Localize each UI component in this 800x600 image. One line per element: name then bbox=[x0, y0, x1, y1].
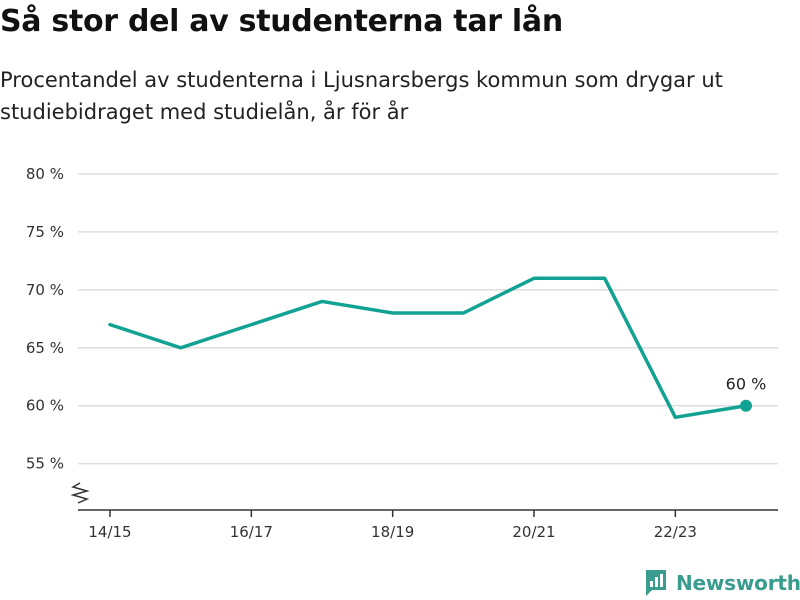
x-tick-label: 14/15 bbox=[88, 523, 131, 541]
y-tick-label: 60 % bbox=[26, 397, 64, 415]
brand-logo: Newsworthy bbox=[644, 568, 800, 598]
series bbox=[108, 276, 752, 420]
chart-title: Så stor del av studenterna tar lån bbox=[0, 4, 563, 39]
axis-break-zigzag bbox=[70, 482, 90, 504]
y-tick-label: 75 % bbox=[26, 223, 64, 241]
chart-subtitle: Procentandel av studenterna i Ljusnarsbe… bbox=[0, 68, 723, 124]
data-labels: 60 % bbox=[726, 375, 767, 394]
end-point-marker bbox=[740, 399, 752, 412]
series-line bbox=[108, 276, 748, 420]
y-tick-label: 65 % bbox=[26, 339, 64, 357]
newsworthy-logo-icon bbox=[646, 570, 666, 596]
x-tick-label: 20/21 bbox=[512, 523, 555, 541]
y-tick-label: 80 % bbox=[26, 165, 64, 183]
x-tick-label: 22/23 bbox=[654, 523, 697, 541]
x-tick-label: 18/19 bbox=[371, 523, 414, 541]
x-tick-label: 16/17 bbox=[230, 523, 273, 541]
x-axis: 14/15 16/17 18/19 20/21 22/23 bbox=[70, 482, 778, 541]
y-tick-label: 70 % bbox=[26, 281, 64, 299]
y-axis-labels: 55 % 60 % 65 % 70 % 75 % 80 % bbox=[26, 165, 64, 473]
end-value-label: 60 % bbox=[726, 375, 767, 394]
brand-name: Newsworthy bbox=[676, 571, 800, 595]
y-tick-label: 55 % bbox=[26, 455, 64, 473]
gridlines bbox=[78, 173, 778, 465]
